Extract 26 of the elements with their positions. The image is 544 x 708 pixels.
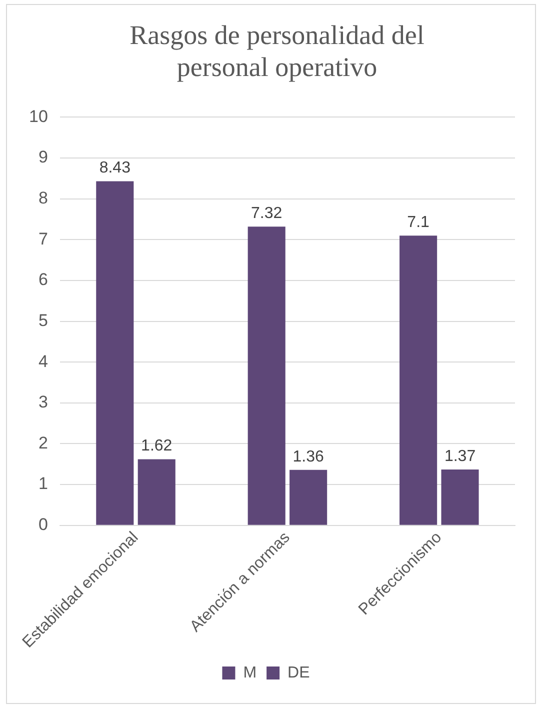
- legend-label: M: [243, 664, 257, 682]
- bar: [96, 181, 134, 525]
- data-label: 1.62: [141, 438, 172, 455]
- bar: [138, 459, 176, 525]
- data-label: 1.36: [292, 448, 324, 466]
- bar: [441, 469, 479, 525]
- y-tick-label: 5: [38, 310, 48, 330]
- y-tick-label: 8: [38, 188, 48, 208]
- y-tick-label: 6: [38, 270, 48, 290]
- y-tick-label: 10: [28, 106, 48, 126]
- data-label: 7.32: [251, 204, 282, 222]
- bar: [400, 236, 438, 525]
- bar: [290, 470, 328, 525]
- data-label: 8.43: [99, 160, 131, 177]
- legend-label: DE: [288, 664, 310, 682]
- data-label: 1.37: [444, 448, 476, 465]
- y-tick-label: 3: [38, 392, 48, 412]
- y-tick-label: 1: [38, 474, 48, 494]
- y-tick-label: 0: [38, 515, 48, 534]
- y-tick-label: 4: [38, 352, 48, 371]
- y-tick-label: 2: [38, 433, 48, 452]
- data-label: 7.1: [407, 214, 430, 231]
- y-tick-label: 9: [38, 148, 48, 167]
- chart-title: Rasgos de personalidad del personal operativo: [128, 19, 426, 83]
- y-tick-label: 7: [38, 229, 48, 248]
- bar: [248, 226, 286, 525]
